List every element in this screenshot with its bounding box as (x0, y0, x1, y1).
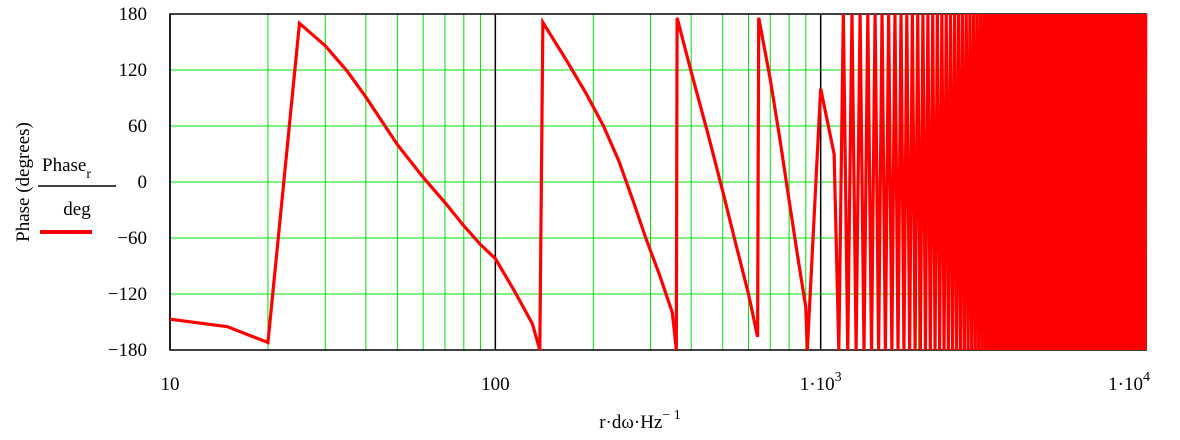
y-axis-label: Phase (degrees) (13, 122, 34, 242)
y-tick-label: 180 (119, 4, 148, 25)
x-tick-label: 100 (481, 374, 510, 395)
x-tick-labels: 10 100 1·103 1·104 (161, 370, 1151, 395)
y-tick-label: −180 (108, 340, 147, 361)
legend: Phaser deg (38, 155, 116, 234)
x-tick-label: 1·103 (800, 370, 842, 395)
x-tick-label: 10 (161, 374, 180, 395)
y-tick-labels: 180 120 60 0 −60 −120 −180 (108, 4, 147, 361)
x-axis-label: r·dω·Hz− 1 (599, 408, 681, 433)
y-tick-label: 120 (119, 60, 148, 81)
series-group (169, 13, 1148, 351)
legend-denominator: deg (63, 199, 91, 220)
y-tick-label: −60 (117, 228, 147, 249)
y-tick-label: −120 (108, 284, 147, 305)
phase-series-line (169, 13, 1148, 351)
legend-numerator: Phaser (42, 155, 91, 182)
y-tick-label: 0 (138, 172, 148, 193)
x-tick-label: 1·104 (1108, 370, 1150, 395)
y-tick-label: 60 (128, 116, 147, 137)
